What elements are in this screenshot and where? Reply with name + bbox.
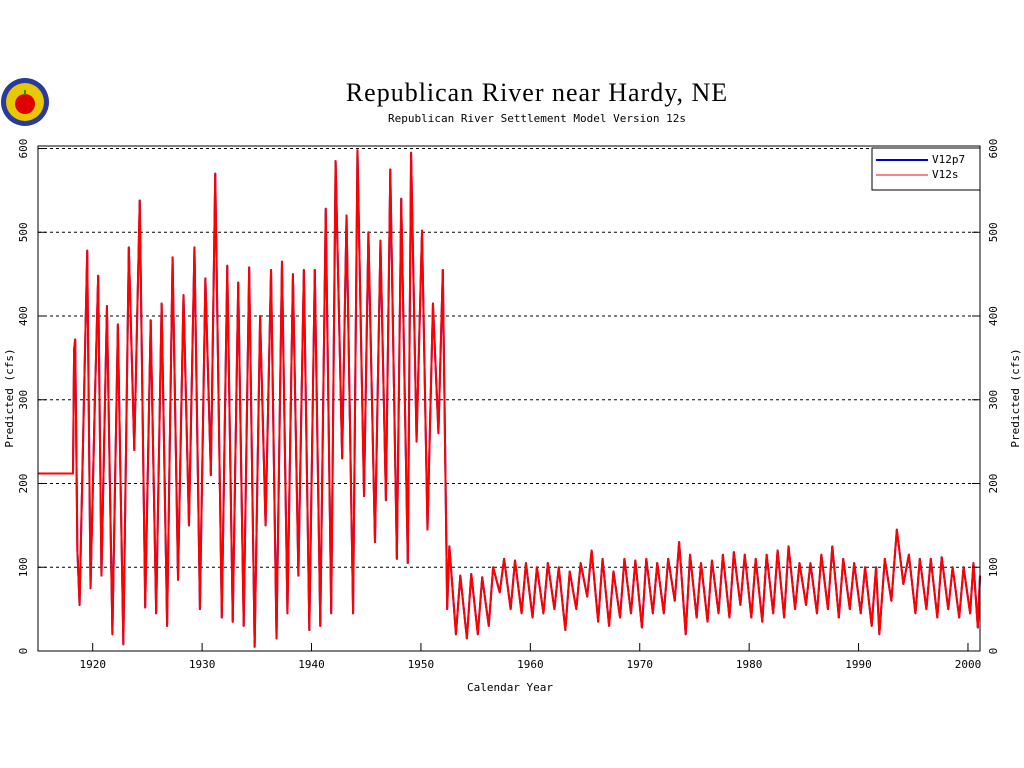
x-tick-label: 2000 [955,658,982,671]
x-tick-label: 1960 [517,658,544,671]
plot-lines [38,149,981,648]
x-tick-label: 1950 [408,658,435,671]
logo [1,78,49,126]
legend-box [871,147,981,191]
y2-tick-label: 500 [987,222,1000,242]
legend-label: V12p7 [932,153,965,166]
y-axis-label: Predicted (cfs) [3,348,16,447]
y-tick-label: 400 [17,306,30,326]
x-tick-label: 1990 [845,658,872,671]
y-tick-label: 300 [17,390,30,410]
series-line [38,149,981,648]
y-tick-label: 100 [17,557,30,577]
legend-label: V12s [932,168,959,181]
x-axis-label: Calendar Year [467,681,553,694]
y2-tick-label: 100 [987,557,1000,577]
x-tick-label: 1980 [736,658,763,671]
y2-tick-label: 300 [987,390,1000,410]
x-tick-label: 1940 [298,658,325,671]
y2-tick-label: 0 [987,648,1000,655]
y2-axis-label: Predicted (cfs) [1009,348,1022,447]
x-tick-label: 1970 [626,658,653,671]
logo-stem [24,90,26,95]
y2-tick-label: 400 [987,306,1000,326]
y-tick-label: 500 [17,222,30,242]
plot-frame [37,145,981,652]
logo-apple [15,94,35,114]
x-tick-label: 1930 [189,658,216,671]
y2-tick-label: 600 [987,139,1000,159]
ticks: 0 0 100 100 200 200 300 300 400 400 500 500 600 600 19… [17,139,1000,671]
chart-title: Republican River near Hardy, NE [346,78,728,107]
x-tick-label: 1920 [79,658,106,671]
y-tick-label: 0 [17,648,30,655]
y-tick-label: 600 [17,139,30,159]
legend: V12p7 V12s [871,147,981,191]
chart-subtitle: Republican River Settlement Model Versio… [388,112,686,125]
y2-tick-label: 200 [987,474,1000,494]
y-tick-label: 200 [17,474,30,494]
